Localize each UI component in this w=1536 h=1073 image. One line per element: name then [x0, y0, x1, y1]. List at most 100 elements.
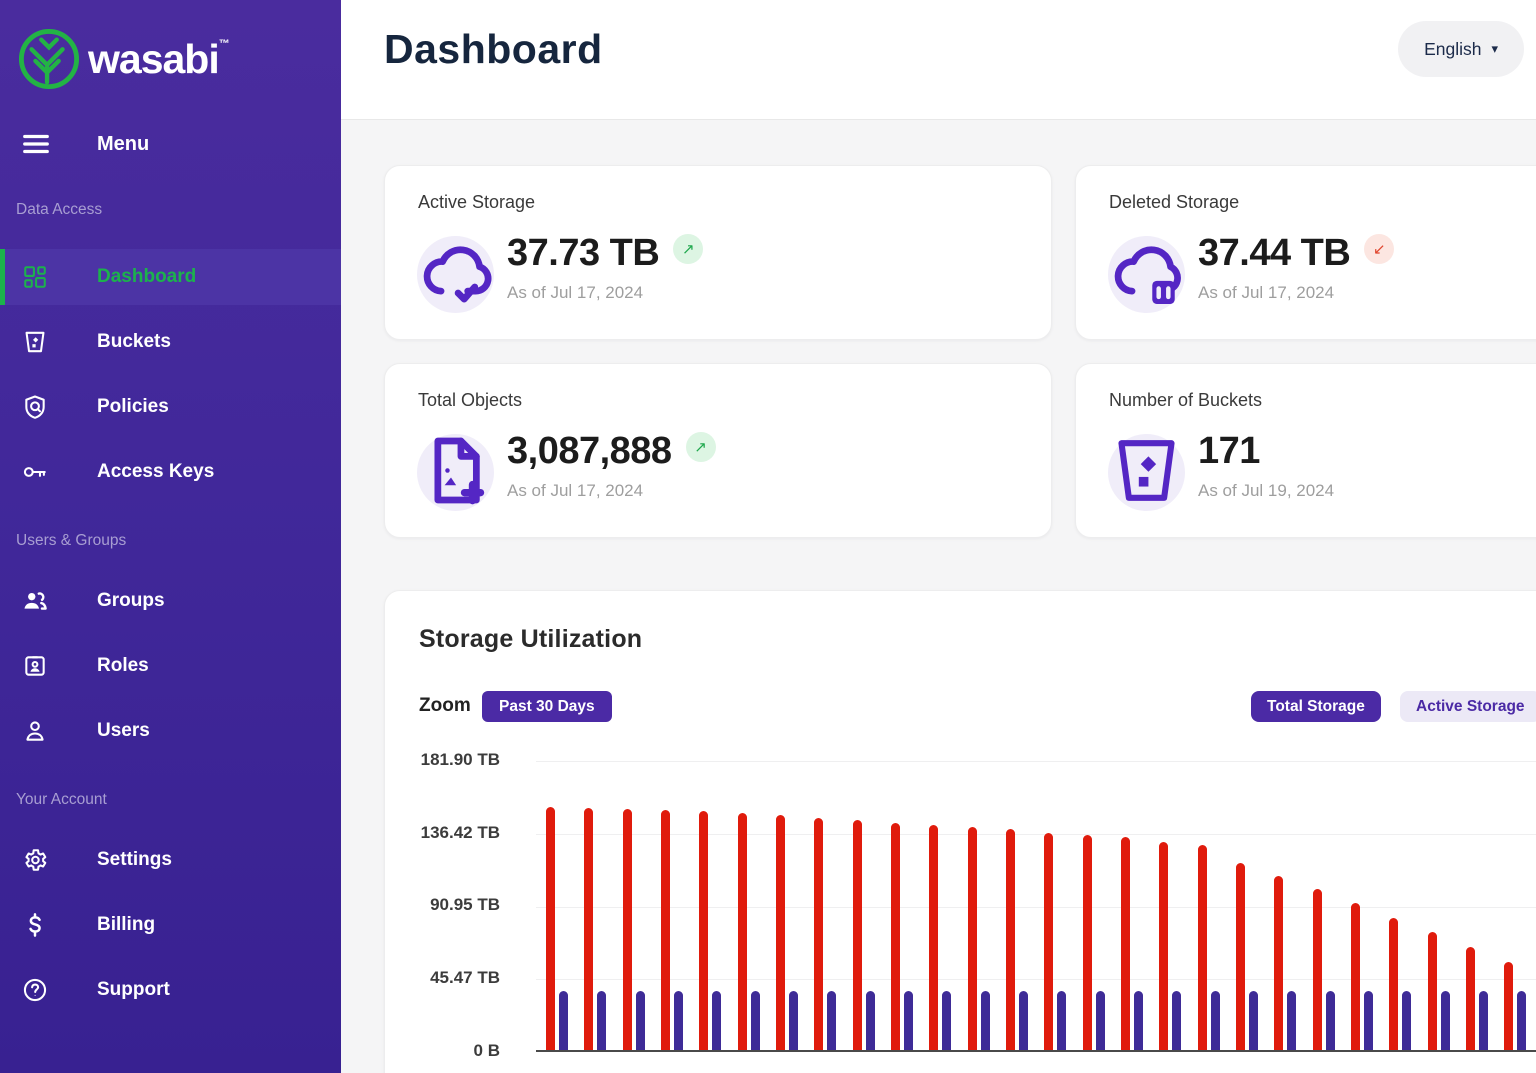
cloud-delete-icon — [1108, 234, 1185, 316]
hamburger-icon — [23, 134, 49, 154]
person-icon — [22, 718, 48, 744]
sidebar-item-buckets[interactable]: Buckets — [0, 314, 341, 370]
card-title: Active Storage — [418, 192, 536, 212]
bucket-icon — [1108, 432, 1185, 514]
shield-icon — [22, 394, 48, 420]
bar-active-storage — [1363, 990, 1373, 1050]
bar-active-storage — [1095, 990, 1105, 1050]
trend-up-icon: ↗ — [685, 432, 716, 462]
card-title: Number of Buckets — [1109, 390, 1263, 410]
bar-active-storage — [788, 990, 798, 1050]
bar-total-storage — [699, 810, 709, 1050]
legend-active-storage-button[interactable]: Active Storage — [1400, 691, 1536, 722]
sidebar-item-roles[interactable]: Roles — [0, 638, 341, 694]
section-label-users-groups: Users & Groups — [16, 532, 127, 549]
page-title: Dashboard — [384, 26, 603, 72]
wasabi-logo[interactable]: wasabi ™ — [0, 0, 341, 118]
bar-active-storage — [597, 990, 607, 1050]
question-icon — [22, 977, 48, 1003]
sidebar: wasabi ™ Menu Data Access Dashboard Bucke… — [0, 0, 341, 1073]
bar-total-storage — [890, 822, 900, 1050]
bar-active-storage — [1172, 990, 1182, 1050]
card-title: Deleted Storage — [1109, 192, 1240, 212]
wasabi-logo-text: wasabi ™ — [88, 35, 230, 82]
bar-total-storage — [1427, 932, 1437, 1050]
card-date: As of Jul 17, 2024 — [1198, 283, 1335, 302]
bar-active-storage — [942, 990, 952, 1050]
sidebar-item-policies[interactable]: Policies — [0, 379, 341, 435]
gear-icon — [22, 847, 48, 873]
trend-down-icon: ↙ — [1364, 234, 1395, 264]
bar-active-storage — [750, 990, 760, 1050]
bar-total-storage — [737, 812, 747, 1050]
card-date: As of Jul 19, 2024 — [1198, 481, 1335, 500]
y-axis-tick: 0 B — [473, 1041, 500, 1060]
bar-active-storage — [980, 990, 990, 1050]
gridline — [536, 907, 1536, 908]
language-selector[interactable]: English ▾ — [1398, 21, 1524, 77]
bar-total-storage — [967, 827, 977, 1050]
people-icon — [22, 588, 48, 614]
sidebar-item-support[interactable]: Support — [0, 962, 341, 1018]
bar-total-storage — [1312, 889, 1322, 1050]
card-title: Total Objects — [418, 390, 523, 410]
card-date: As of Jul 17, 2024 — [507, 283, 644, 302]
bar-active-storage — [1440, 990, 1450, 1050]
bar-active-storage — [865, 990, 875, 1050]
sidebar-item-dashboard[interactable]: Dashboard — [0, 249, 341, 305]
zoom-label: Zoom — [419, 695, 471, 716]
card-value: 3,087,888 — [507, 430, 672, 472]
sidebar-item-access-keys[interactable]: Access Keys — [0, 444, 341, 500]
zoom-past-30-days-button[interactable]: Past 30 Days — [482, 691, 612, 722]
bar-active-storage — [1517, 990, 1527, 1050]
legend-total-storage-button[interactable]: Total Storage — [1251, 691, 1381, 722]
y-axis-tick: 136.42 TB — [420, 823, 500, 842]
bar-total-storage — [929, 824, 939, 1050]
gridline — [536, 834, 1536, 835]
card-number-of-buckets: Number of Buckets 171 As of Jul 19, 2024 — [1075, 363, 1536, 538]
bar-active-storage — [559, 990, 568, 1050]
bar-total-storage — [1159, 841, 1169, 1050]
bar-active-storage — [712, 990, 722, 1050]
badge-icon — [22, 653, 48, 679]
bar-total-storage — [660, 809, 670, 1050]
wasabi-logo-icon — [18, 28, 80, 90]
menu-toggle[interactable]: Menu — [0, 118, 341, 170]
card-value: 37.73 TB — [507, 232, 660, 274]
bar-total-storage — [1504, 961, 1514, 1050]
bar-total-storage — [622, 808, 632, 1050]
bar-total-storage — [775, 815, 785, 1050]
cloud-check-icon — [417, 234, 494, 316]
bar-active-storage — [1133, 990, 1143, 1050]
storage-utilization-card: Storage Utilization Zoom Past 30 Days To… — [384, 590, 1536, 1073]
trend-up-icon: ↗ — [673, 234, 704, 264]
card-active-storage: Active Storage 37.73 TB ↗ As of Jul 17, … — [384, 165, 1052, 340]
file-plus-icon — [417, 432, 494, 514]
bar-active-storage — [635, 990, 645, 1050]
bar-total-storage — [1465, 947, 1475, 1050]
language-value: English — [1424, 38, 1482, 59]
bar-active-storage — [1478, 990, 1488, 1050]
card-total-objects: Total Objects 3,087,888 ↗ As of Jul 17, … — [384, 363, 1052, 538]
section-label-your-account: Your Account — [16, 791, 107, 808]
menu-label: Menu — [97, 132, 150, 155]
sidebar-item-groups[interactable]: Groups — [0, 573, 341, 629]
gridline — [536, 979, 1536, 980]
bar-total-storage — [1120, 836, 1130, 1050]
dashboard-content: Active Storage 37.73 TB ↗ As of Jul 17, … — [341, 120, 1536, 1073]
bar-total-storage — [852, 819, 862, 1050]
bar-total-storage — [1350, 902, 1360, 1050]
card-value: 171 — [1198, 430, 1260, 472]
chart-title: Storage Utilization — [419, 625, 643, 653]
sidebar-item-settings[interactable]: Settings — [0, 832, 341, 888]
bar-total-storage — [1044, 833, 1054, 1050]
card-value: 37.44 TB — [1198, 232, 1351, 274]
sidebar-item-users[interactable]: Users — [0, 703, 341, 759]
bar-active-storage — [1018, 990, 1028, 1050]
card-deleted-storage: Deleted Storage 37.44 TB ↙ As of Jul 17,… — [1075, 165, 1536, 340]
sidebar-item-billing[interactable]: Billing — [0, 897, 341, 953]
bar-active-storage — [1287, 990, 1297, 1050]
bucket-icon — [22, 329, 48, 355]
bar-total-storage — [1197, 845, 1207, 1050]
section-label-data-access: Data Access — [16, 200, 103, 218]
